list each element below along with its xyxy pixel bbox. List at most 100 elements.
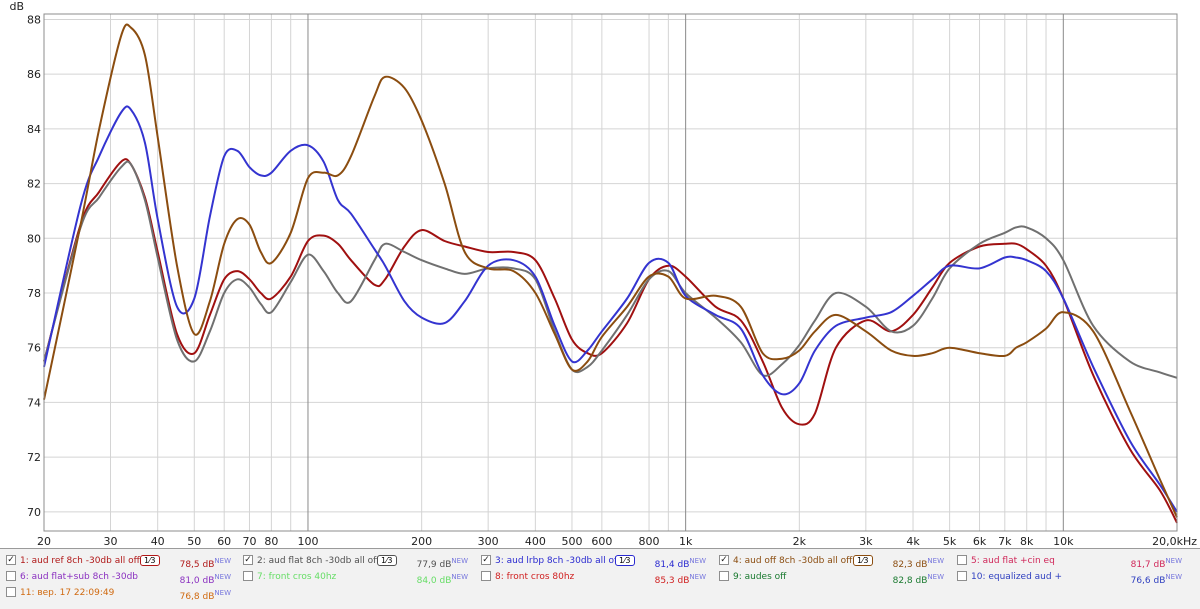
new-badge: NEW (1165, 573, 1182, 581)
legend-label: 7: front cros 40hz (257, 572, 337, 582)
series-lines (43, 23, 1178, 524)
legend-checkbox[interactable] (6, 587, 16, 597)
legend-checkbox[interactable] (481, 571, 491, 581)
legend-value: 78,5 dBNEW (179, 557, 231, 570)
x-tick-label: 30 (104, 535, 118, 548)
x-tick-label: 8k (1020, 535, 1034, 548)
legend-label: 4: aud off 8ch -30db all off (733, 556, 853, 566)
legend-checkbox[interactable] (6, 571, 16, 581)
y-tick-label: 72 (27, 451, 41, 464)
smoothing-button[interactable]: 1⁄3 (615, 555, 635, 566)
legend-label: 3: aud lrbp 8ch -30db all of (495, 556, 618, 566)
new-badge: NEW (927, 557, 944, 565)
legend-checkbox[interactable]: ✓ (6, 555, 16, 565)
new-badge: NEW (451, 557, 468, 565)
x-tick-label: 200 (411, 535, 432, 548)
x-tick-label: 5k (943, 535, 957, 548)
x-tick-label: 4k (906, 535, 920, 548)
legend-label: 11: вер. 17 22:09:49 (20, 588, 115, 598)
x-tick-label: 500 (561, 535, 582, 548)
legend-item[interactable]: 9: audes off 82,8 dBNEW (719, 569, 951, 586)
legend-item[interactable]: 8: front cros 80hz 85,3 dBNEW (481, 569, 713, 586)
y-tick-label: 86 (27, 68, 41, 81)
grid (44, 14, 1177, 531)
x-tick-labels: 20 30 40 50 60 70 80 100 200 300 400 500 600 800 1k 2k 3… (37, 535, 1197, 548)
legend-checkbox[interactable] (957, 555, 967, 565)
plot-frame (43, 13, 1178, 532)
series-line-2 (43, 160, 1178, 379)
y-tick-label: 78 (27, 287, 41, 300)
x-tick-label: 6k (973, 535, 987, 548)
legend-value: 76,8 dBNEW (179, 589, 231, 602)
y-tick-label: 74 (27, 396, 41, 409)
frequency-response-chart[interactable]: 70 72 74 76 78 80 82 84 86 88 20 30 40 50 60 70 80 100 20… (0, 0, 1200, 548)
new-badge: NEW (689, 573, 706, 581)
x-tick-label: 300 (478, 535, 499, 548)
x-tick-label: 600 (591, 535, 612, 548)
legend-label: 9: audes off (733, 572, 787, 582)
new-badge: NEW (214, 557, 231, 565)
legend-value: 85,3 dBNEW (654, 573, 706, 586)
legend-value: 84,0 dBNEW (416, 573, 468, 586)
legend-value: 81,4 dBNEW (654, 557, 706, 570)
legend-item[interactable]: 11: вер. 17 22:09:49 76,8 dBNEW (6, 585, 238, 602)
series-line-4 (43, 23, 1178, 518)
legend-value: 81,0 dBNEW (179, 573, 231, 586)
new-badge: NEW (214, 589, 231, 597)
legend-item[interactable]: 5: aud flat +cin eq 81,7 dBNEW (957, 553, 1189, 570)
legend-panel: ✓ 1: aud ref 8ch -30db all off 1⁄3 78,5 dBN… (0, 548, 1200, 609)
x-tick-label: 40 (151, 535, 165, 548)
new-badge: NEW (1165, 557, 1182, 565)
y-tick-label: 70 (27, 506, 41, 519)
x-tick-label: 20 (37, 535, 51, 548)
legend-item[interactable]: ✓ 2: aud flat 8ch -30db all off 1⁄3 77,9 dB… (243, 553, 475, 570)
legend-item[interactable]: 10: equalized aud + 76,6 dBNEW (957, 569, 1189, 586)
y-tick-label: 80 (27, 232, 41, 245)
legend-value: 77,9 dBNEW (416, 557, 468, 570)
legend-checkbox[interactable] (243, 571, 253, 581)
legend-label: 2: aud flat 8ch -30db all off (257, 556, 380, 566)
y-tick-labels: 70 72 74 76 78 80 82 84 86 88 (27, 13, 41, 518)
legend-label: 10: equalized aud + (971, 572, 1062, 582)
legend-item[interactable]: ✓ 4: aud off 8ch -30db all off 1⁄3 82,3 dBN… (719, 553, 951, 570)
smoothing-button[interactable]: 1⁄3 (377, 555, 397, 566)
legend-label: 6: aud flat+sub 8ch -30db (20, 572, 138, 582)
legend-value: 76,6 dBNEW (1130, 573, 1182, 586)
x-tick-label: 3k (859, 535, 873, 548)
x-tick-label: 20,0kHz (1152, 535, 1197, 548)
new-badge: NEW (927, 573, 944, 581)
smoothing-button[interactable]: 1⁄3 (140, 555, 160, 566)
x-tick-label: 80 (264, 535, 278, 548)
legend-item[interactable]: 6: aud flat+sub 8ch -30db 81,0 dBNEW (6, 569, 238, 586)
x-tick-label: 2k (793, 535, 807, 548)
x-tick-label: 1k (679, 535, 693, 548)
new-badge: NEW (451, 573, 468, 581)
legend-checkbox[interactable]: ✓ (719, 555, 729, 565)
legend-label: 1: aud ref 8ch -30db all off (20, 556, 140, 566)
x-tick-label: 800 (639, 535, 660, 548)
legend-checkbox[interactable] (957, 571, 967, 581)
y-tick-label: 76 (27, 342, 41, 355)
smoothing-button[interactable]: 1⁄3 (853, 555, 873, 566)
x-tick-label: 100 (297, 535, 318, 548)
legend-value: 82,8 dBNEW (892, 573, 944, 586)
x-tick-label: 60 (217, 535, 231, 548)
legend-label: 8: front cros 80hz (495, 572, 575, 582)
legend-value: 81,7 dBNEW (1130, 557, 1182, 570)
x-tick-label: 70 (242, 535, 256, 548)
legend-item[interactable]: ✓ 3: aud lrbp 8ch -30db all of 1⁄3 81,4 dBN… (481, 553, 713, 570)
legend-item[interactable]: ✓ 1: aud ref 8ch -30db all off 1⁄3 78,5 dBN… (6, 553, 238, 570)
legend-checkbox[interactable]: ✓ (243, 555, 253, 565)
x-tick-label: 50 (187, 535, 201, 548)
y-tick-label: 84 (27, 123, 41, 136)
legend-item[interactable]: 7: front cros 40hz 84,0 dBNEW (243, 569, 475, 586)
x-tick-label: 10k (1053, 535, 1074, 548)
legend-checkbox[interactable]: ✓ (481, 555, 491, 565)
y-tick-label: 88 (27, 13, 41, 26)
legend-checkbox[interactable] (719, 571, 729, 581)
y-tick-label: 82 (27, 178, 41, 191)
series-line-3 (43, 105, 1178, 513)
y-axis-unit-label: dB (9, 0, 24, 13)
legend-label: 5: aud flat +cin eq (971, 556, 1055, 566)
legend-value: 82,3 dBNEW (892, 557, 944, 570)
